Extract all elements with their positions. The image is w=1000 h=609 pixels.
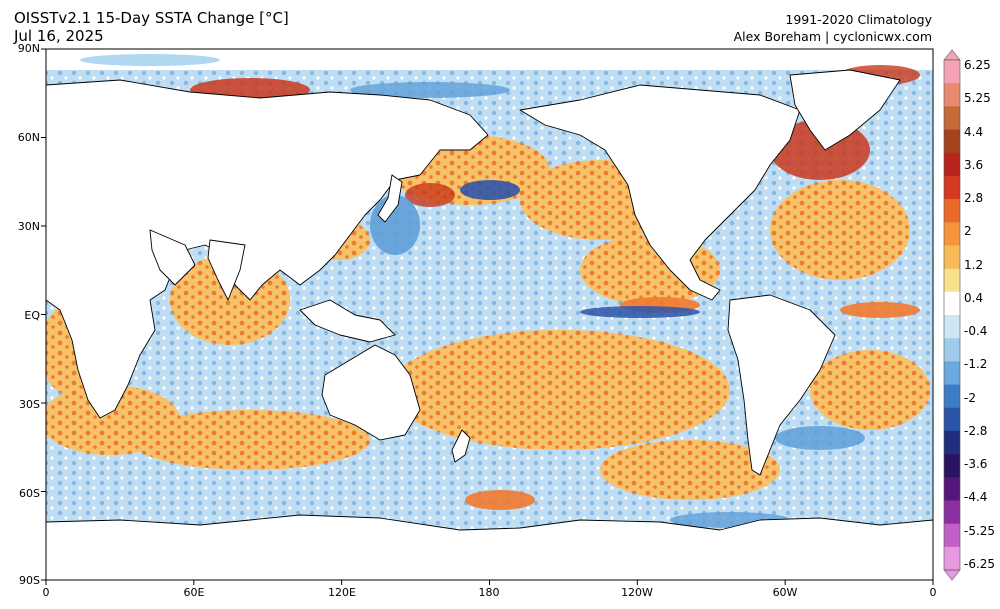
map-title: OISSTv2.1 15-Day SSTA Change [°C] [14, 9, 289, 27]
colorbar-swatch [944, 291, 960, 316]
colorbar-swatch [944, 315, 960, 339]
colorbar-label: -3.6 [964, 457, 988, 472]
antarctica [46, 514, 933, 580]
lon-label-0-east: 0 [929, 586, 937, 599]
lon-label-120e: 120E [328, 586, 356, 599]
colorbar-swatch [944, 129, 960, 154]
lat-label-90s: 90S [19, 574, 40, 587]
colorbar-swatch [944, 361, 960, 385]
lon-label-60e: 60E [183, 586, 205, 599]
lat-label-60s: 60S [19, 487, 40, 500]
india-peninsula [207, 239, 246, 301]
lon-label-180: 180 [478, 586, 500, 599]
colorbar-label: 6.25 [964, 58, 991, 72]
colorbar-label: -5.25 [964, 523, 996, 538]
lat-label-30s: 30S [19, 398, 40, 411]
colorbar-label: 4.4 [964, 124, 984, 139]
colorbar-swatch [944, 454, 960, 478]
australia [321, 344, 421, 441]
axis-ticks [41, 48, 934, 585]
colorbar-label: -6.25 [964, 557, 996, 571]
colorbar-label: 2 [964, 224, 972, 239]
colorbar-swatch [944, 199, 960, 223]
colorbar-frame [943, 59, 961, 571]
colorbar-label: -2.8 [964, 423, 988, 438]
colorbar-swatch [944, 384, 960, 409]
colorbar-swatch [944, 245, 960, 270]
colorbar-label: 2.8 [964, 191, 984, 206]
colorbar-swatch [944, 106, 960, 130]
colorbar-swatch [944, 152, 960, 177]
colorbar-label: -0.4 [964, 324, 988, 339]
colorbar [943, 49, 961, 581]
colorbar-swatch [944, 430, 960, 455]
north-america [519, 84, 801, 301]
colorbar-label: -4.4 [964, 490, 988, 505]
colorbar-swatch [944, 407, 960, 432]
colorbar-swatch [944, 222, 960, 246]
eurasia-africa-landmass [46, 79, 489, 419]
japan [377, 174, 403, 223]
colorbar-swatch [944, 268, 960, 293]
colorbar-swatch [944, 500, 960, 525]
credit-label: Alex Boreham | cyclonicwx.com [733, 29, 932, 44]
colorbar-label: -1.2 [964, 357, 988, 372]
maritime-continent [299, 299, 396, 343]
anomaly-field [46, 49, 933, 580]
greenland [789, 69, 901, 151]
lon-label-0-west: 0 [42, 586, 50, 599]
lon-label-120w: 120W [621, 586, 653, 599]
new-zealand [451, 429, 471, 463]
colorbar-swatch [944, 338, 960, 362]
colorbar-label: 0.4 [964, 290, 984, 305]
continents [46, 69, 933, 580]
colorbar-swatch [944, 523, 960, 548]
colorbar-swatch [944, 175, 960, 200]
lat-label-90n: 90N [17, 42, 40, 55]
colorbar-swatch [944, 546, 960, 571]
colorbar-label: 3.6 [964, 157, 984, 172]
south-america [727, 294, 836, 476]
map-date: Jul 16, 2025 [14, 27, 104, 45]
colorbar-swatch [944, 60, 960, 84]
colorbar-min-arrow [943, 569, 961, 581]
lon-label-60w: 60W [772, 586, 798, 599]
colorbar-label: 1.2 [964, 257, 984, 272]
colorbar-label: 5.25 [964, 91, 991, 106]
colorbar-swatch [944, 83, 960, 107]
climatology-label: 1991-2020 Climatology [785, 12, 932, 27]
colorbar-max-arrow [943, 49, 961, 61]
lat-label-60n: 60N [17, 131, 40, 144]
lat-label-eq: EQ [24, 309, 40, 322]
colorbar-swatch [944, 477, 960, 501]
arabia-peninsula [149, 229, 196, 286]
lat-label-30n: 30N [17, 220, 40, 233]
colorbar-label: -2 [964, 390, 976, 405]
